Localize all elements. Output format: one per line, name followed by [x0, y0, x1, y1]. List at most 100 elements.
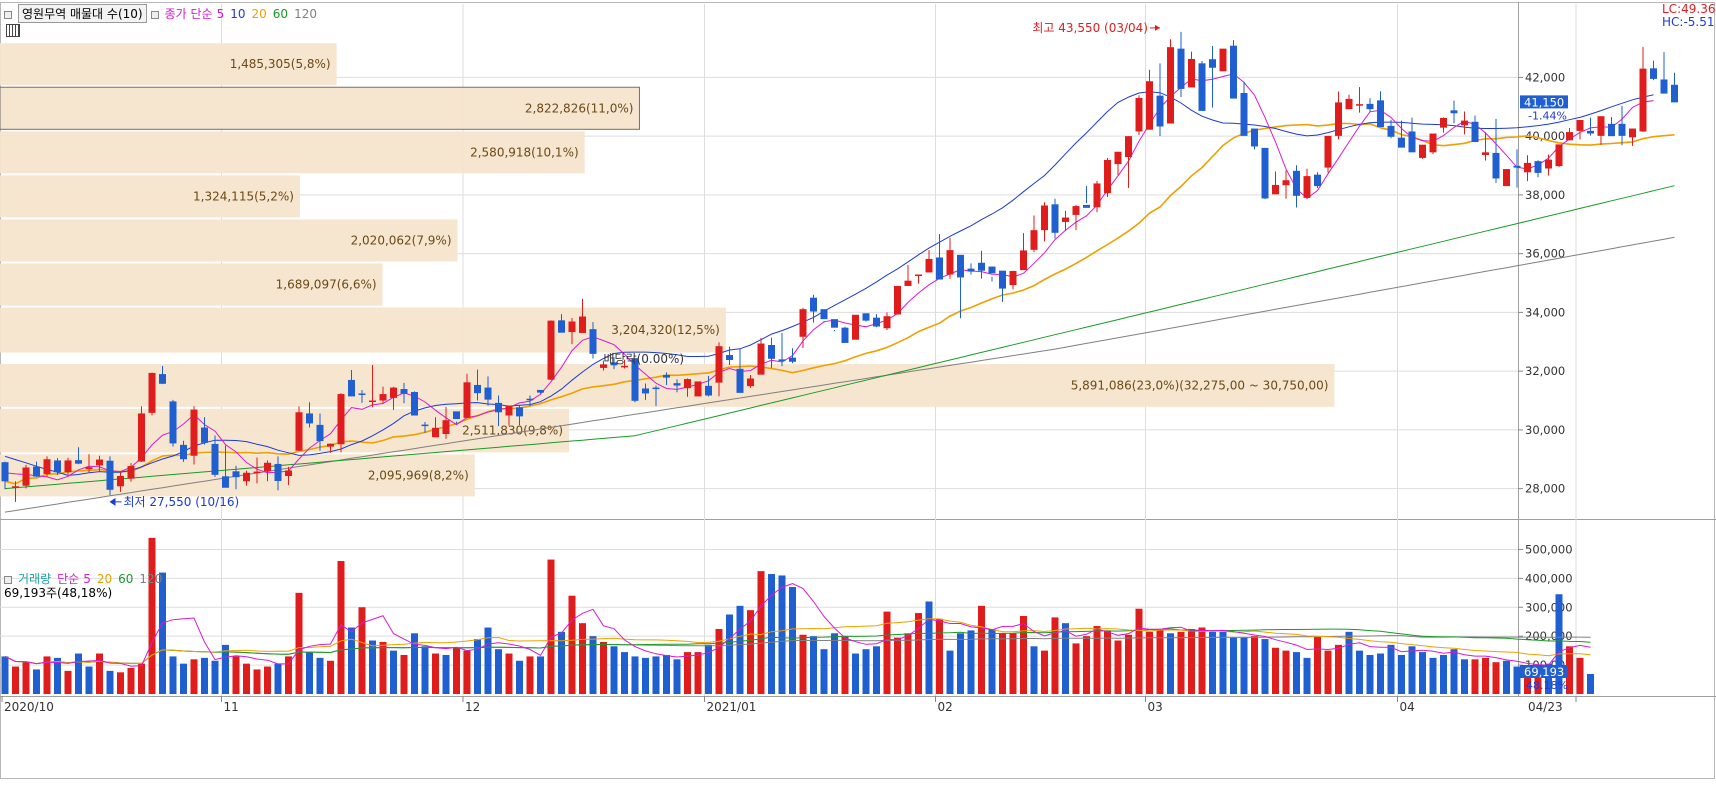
- volume-bar: [631, 656, 639, 694]
- volume-bar: [1051, 617, 1059, 694]
- volume-bar: [390, 650, 397, 694]
- candle-body: [1335, 102, 1342, 136]
- x-tick-label: 2021/01: [707, 700, 757, 714]
- x-tick-label: 2020/10: [4, 700, 54, 714]
- volume-profile-label: 2,511,830(9,8%): [462, 424, 563, 438]
- candle: [1576, 120, 1584, 140]
- legend-toggle-icon[interactable]: [150, 10, 159, 19]
- volume-bar: [463, 650, 471, 694]
- candle: [1429, 133, 1437, 155]
- volume-bar: [1303, 657, 1311, 694]
- volume-bar: [33, 669, 40, 694]
- candle: [1618, 105, 1626, 146]
- volume-profile-bar: [0, 219, 458, 262]
- candle-body: [1062, 217, 1069, 222]
- volume-tick-label: 300,000: [1525, 600, 1573, 614]
- volume-bar: [159, 572, 166, 694]
- volume-profile-label: 2,580,918(10,1%): [470, 145, 579, 159]
- legend-toggle-icon[interactable]: [4, 10, 12, 19]
- candle: [1093, 180, 1101, 213]
- volume-bar: [978, 605, 985, 694]
- candle-body: [1125, 136, 1132, 158]
- volume-bar: [1356, 650, 1363, 694]
- candle-body: [831, 319, 838, 328]
- volume-bar: [873, 646, 880, 694]
- candle: [1303, 168, 1311, 198]
- volume-bar: [1429, 657, 1437, 694]
- volume-bar: [285, 656, 292, 694]
- volume-bar: [1251, 636, 1258, 694]
- candle-body: [883, 316, 891, 329]
- candle: [778, 332, 786, 367]
- volume-tag-pct: 48.18%: [1526, 679, 1568, 692]
- candle-body: [736, 368, 744, 393]
- candle-body: [1440, 117, 1447, 128]
- volume-bar: [1041, 650, 1048, 694]
- lc-value: LC:49.36: [1662, 2, 1716, 16]
- ma60-line: [4, 185, 1675, 490]
- volume-bar: [43, 656, 51, 694]
- candle: [799, 307, 807, 348]
- candle-body: [33, 466, 40, 477]
- volume-bar: [1104, 630, 1111, 694]
- candle-body: [768, 345, 775, 359]
- volume-profile-bar: [0, 131, 585, 174]
- candle-body: [274, 463, 282, 481]
- volume-bar: [1503, 660, 1510, 694]
- volume-tick-label: 400,000: [1525, 571, 1573, 585]
- price-legend: 영원무역 매물대 수(10) 종가 단순 5 10 20 60 120: [4, 4, 323, 23]
- candle-body: [1083, 204, 1090, 208]
- volume-bar: [495, 649, 502, 694]
- candle-body: [243, 472, 250, 482]
- candle-body: [1450, 110, 1458, 114]
- volume-bar: [1408, 646, 1416, 694]
- volume-legend-title[interactable]: 거래량: [18, 572, 52, 586]
- candle: [211, 435, 219, 477]
- volume-bar: [400, 654, 408, 694]
- candle-body: [631, 358, 639, 401]
- candle-body: [1230, 45, 1237, 99]
- candle-body: [22, 467, 30, 486]
- candle: [1524, 155, 1531, 182]
- volume-bar: [327, 660, 334, 694]
- candle-body: [1503, 169, 1510, 187]
- ma-period-120: 120: [294, 7, 317, 21]
- volume-profile-label: 2,020,062(7,9%): [351, 233, 452, 247]
- candle-body: [1639, 68, 1647, 132]
- volume-bar: [673, 659, 681, 694]
- volume-bar: [925, 601, 933, 694]
- candle: [348, 369, 355, 397]
- candle: [1545, 154, 1552, 176]
- candle-body: [190, 409, 198, 456]
- volume-bar: [505, 653, 513, 694]
- price-tick-label: 34,000: [1525, 305, 1565, 319]
- candle: [1608, 117, 1615, 137]
- candle-body: [547, 320, 555, 380]
- candle: [999, 270, 1006, 302]
- candle-body: [579, 316, 586, 333]
- volume-bar: [358, 607, 366, 694]
- candle: [1240, 81, 1248, 136]
- volume-bar: [474, 639, 481, 694]
- volume-bar: [1083, 636, 1090, 694]
- candle: [1198, 60, 1206, 111]
- volume-bar: [946, 650, 954, 694]
- candle-body: [873, 317, 880, 327]
- volume-bar: [1513, 666, 1521, 694]
- candle-body: [537, 389, 544, 393]
- candle: [1450, 100, 1458, 124]
- candle-body: [904, 280, 912, 286]
- price-legend-title[interactable]: 영원무역 매물대 수(10): [18, 4, 147, 23]
- volume-bar: [957, 633, 964, 694]
- candle-body: [96, 459, 103, 466]
- calendar-icon[interactable]: [6, 24, 20, 37]
- candle: [106, 456, 114, 496]
- candle: [337, 393, 345, 453]
- volume-profile-bar: [0, 86, 640, 130]
- candle-body: [925, 258, 933, 273]
- candle-body: [852, 314, 859, 340]
- volume-bar: [1293, 652, 1300, 694]
- legend-toggle-icon[interactable]: [4, 575, 12, 584]
